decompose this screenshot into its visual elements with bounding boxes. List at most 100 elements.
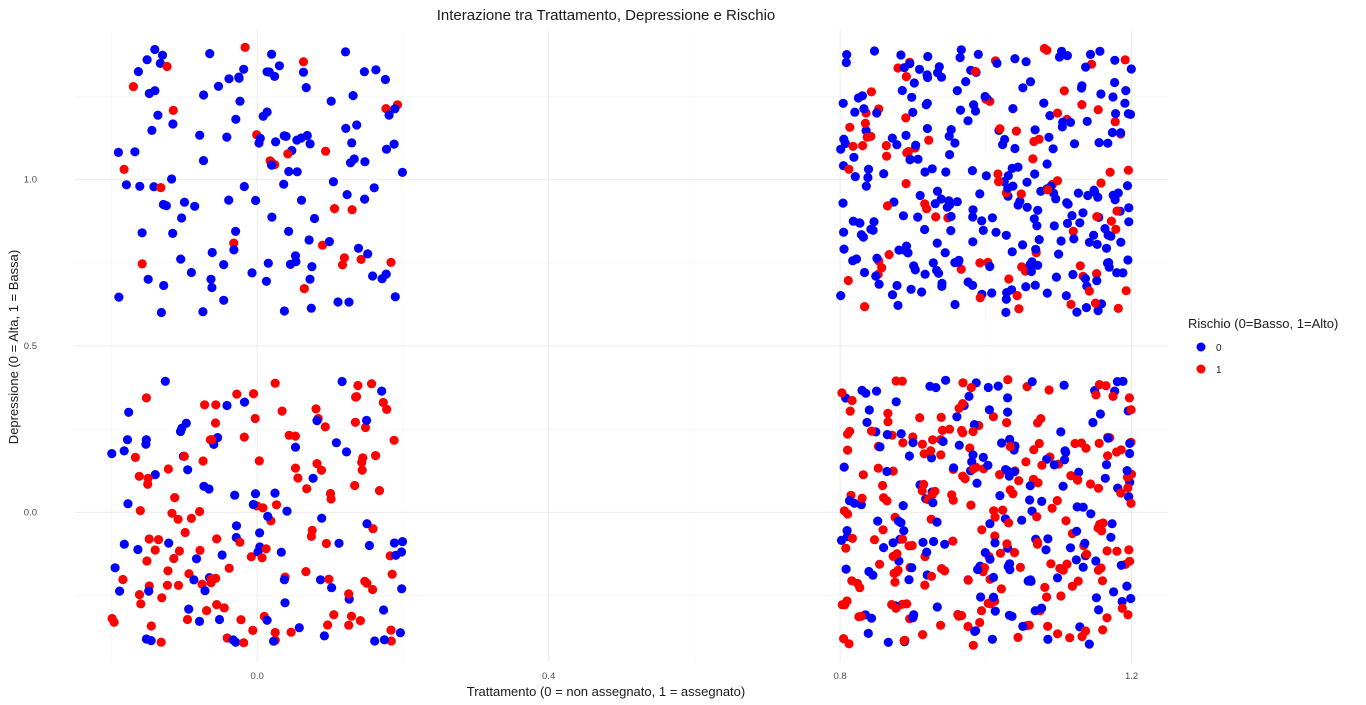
point-series-1-cluster-1-84 [170,493,180,503]
point-series-0-cluster-3-169 [1005,434,1015,444]
point-series-1-cluster-1-86 [301,567,311,577]
point-series-0-cluster-0-99 [309,213,320,224]
point-series-0-cluster-2-146 [1085,49,1096,60]
point-series-0-cluster-2-247 [913,212,923,222]
point-series-0-cluster-2-78 [1083,190,1093,201]
point-series-0-cluster-0-45 [205,49,215,59]
x-axis-ticks: 0.0 0.4 0.8 1.2 [251,671,1139,682]
point-series-0-cluster-2-17 [866,224,876,234]
point-series-0-cluster-0-69 [359,67,369,77]
point-series-1-cluster-3-69 [1033,418,1043,428]
point-series-0-cluster-2-0 [1100,224,1110,234]
point-series-1-cluster-2-69 [920,199,930,209]
point-series-1-cluster-3-167 [883,408,893,418]
point-series-0-cluster-0-55 [231,114,241,124]
point-series-1-cluster-3-170 [1116,488,1126,498]
point-series-1-cluster-0-0 [128,82,138,92]
point-series-1-cluster-3-87 [919,479,929,489]
point-series-0-cluster-0-112 [156,307,166,318]
point-series-0-cluster-2-251 [1082,116,1092,126]
point-series-1-cluster-3-67 [1126,405,1136,415]
point-series-1-cluster-1-74 [135,506,145,516]
point-series-0-cluster-3-76 [940,539,950,549]
point-series-0-cluster-1-13 [200,586,210,596]
point-series-0-cluster-2-99 [920,269,930,279]
point-series-1-cluster-1-103 [169,553,179,564]
point-series-1-cluster-1-93 [134,590,145,600]
point-series-0-cluster-2-224 [838,98,848,108]
point-series-1-cluster-3-77 [847,395,857,406]
point-series-0-cluster-3-52 [1003,407,1013,417]
point-series-1-cluster-3-12 [879,493,889,503]
point-series-1-cluster-3-129 [1085,479,1096,489]
point-series-0-cluster-3-74 [1116,560,1126,570]
point-series-1-cluster-3-81 [841,543,851,553]
point-series-1-cluster-0-23 [329,204,340,214]
point-series-1-cluster-2-9 [862,132,872,142]
point-series-1-cluster-2-15 [1029,136,1039,147]
point-series-0-cluster-0-108 [348,91,358,101]
point-series-0-cluster-1-78 [312,416,322,426]
point-series-1-cluster-3-34 [1102,546,1112,556]
point-series-1-cluster-2-83 [877,263,887,273]
point-series-0-cluster-0-106 [161,201,171,211]
legend-key-0 [1196,342,1206,352]
point-series-0-cluster-2-45 [1072,307,1082,317]
point-series-1-cluster-3-155 [1065,633,1075,643]
point-series-1-cluster-2-45 [882,201,893,211]
point-series-0-cluster-3-61 [1018,621,1028,632]
point-series-0-cluster-3-5 [941,375,951,385]
point-series-1-cluster-3-91 [979,563,990,573]
point-series-0-cluster-3-12 [1037,603,1047,613]
point-series-0-cluster-3-33 [1094,605,1104,615]
point-series-0-cluster-2-81 [1021,282,1031,292]
point-series-0-cluster-3-117 [1049,460,1059,470]
point-series-0-cluster-0-49 [390,292,400,302]
point-series-0-cluster-3-9 [1078,562,1088,572]
point-series-0-cluster-0-82 [153,110,163,120]
point-series-0-cluster-2-46 [1110,195,1120,205]
point-series-0-cluster-3-18 [882,430,892,440]
point-series-0-cluster-3-63 [904,451,915,461]
point-series-0-cluster-2-184 [970,106,981,116]
point-series-0-cluster-2-207 [1007,247,1017,257]
point-series-1-cluster-3-160 [1003,375,1013,385]
point-series-0-cluster-3-36 [968,450,978,460]
point-series-1-cluster-3-146 [998,505,1008,515]
point-series-0-cluster-1-62 [331,438,341,448]
point-series-0-cluster-0-90 [142,55,152,65]
point-series-1-cluster-2-36 [1011,126,1022,136]
point-series-1-cluster-1-92 [316,465,327,475]
point-series-1-cluster-0-3 [386,257,396,267]
point-series-1-cluster-1-2 [224,563,234,573]
point-series-0-cluster-2-42 [955,53,965,63]
point-series-0-cluster-1-31 [362,415,372,425]
point-series-1-cluster-3-138 [1062,559,1072,569]
point-series-0-cluster-2-27 [968,212,978,222]
point-series-1-cluster-3-53 [1056,591,1066,601]
point-series-1-cluster-2-31 [882,151,892,161]
point-series-0-cluster-2-205 [1003,183,1013,193]
point-series-1-cluster-1-113 [360,576,370,586]
point-series-0-cluster-2-214 [1121,86,1131,96]
point-series-0-cluster-2-175 [887,133,897,143]
point-series-0-cluster-3-123 [938,436,948,447]
point-series-0-cluster-2-137 [1032,221,1042,231]
point-series-0-cluster-1-76 [160,376,170,386]
point-series-0-cluster-1-15 [370,636,380,646]
point-series-0-cluster-2-97 [1084,237,1094,247]
point-series-0-cluster-3-156 [976,592,986,602]
point-series-1-cluster-3-102 [1117,603,1127,614]
legend-entry-1: 1 [1196,364,1222,376]
point-series-0-cluster-2-112 [932,238,942,248]
point-series-0-cluster-3-124 [980,548,990,558]
point-series-1-cluster-3-85 [1009,548,1020,558]
point-series-0-cluster-2-49 [1101,243,1112,253]
point-series-0-cluster-3-42 [891,397,901,407]
point-series-0-cluster-3-66 [1052,573,1063,583]
point-series-0-cluster-0-61 [344,297,354,307]
point-series-1-cluster-3-47 [887,600,897,610]
point-series-0-cluster-3-21 [985,519,995,529]
point-series-0-cluster-2-195 [854,218,864,228]
point-series-0-cluster-0-64 [255,133,265,143]
